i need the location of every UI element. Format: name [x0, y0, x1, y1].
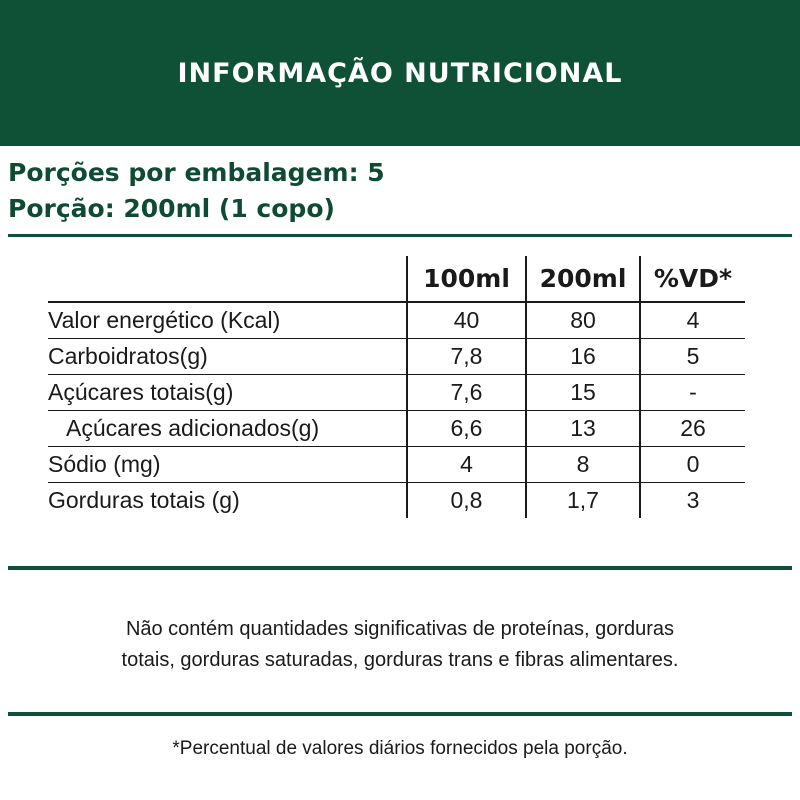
- empty-header-cell: [48, 256, 407, 303]
- row-label: Açúcares adicionados(g): [48, 410, 407, 447]
- col-header-200ml: 200ml: [525, 256, 640, 303]
- cell-value: 5: [639, 338, 745, 375]
- cell-value: -: [639, 374, 745, 411]
- table-row: Açúcares totais(g) 7,6 15 -: [48, 374, 745, 411]
- cell-value: 7,8: [406, 338, 526, 375]
- col-header-vd: %VD*: [639, 256, 745, 303]
- cell-value: 15: [525, 374, 640, 411]
- header-banner: INFORMAÇÃO NUTRICIONAL: [0, 0, 800, 146]
- portion-size: Porção: 200ml (1 copo): [8, 194, 335, 223]
- cell-value: 1,7: [525, 482, 640, 518]
- table-row: Carboidratos(g) 7,8 16 5: [48, 338, 745, 375]
- cell-value: 4: [406, 446, 526, 483]
- divider: [8, 566, 792, 570]
- footnote: *Percentual de valores diários fornecido…: [172, 738, 628, 759]
- cell-value: 0: [639, 446, 745, 483]
- note-line: Não contém quantidades significativas de…: [125, 618, 675, 640]
- cell-value: 0,8: [406, 482, 526, 518]
- cell-value: 3: [639, 482, 745, 518]
- table-row: Sódio (mg) 4 8 0: [48, 446, 745, 483]
- row-label: Sódio (mg): [48, 446, 407, 483]
- row-label: Gorduras totais (g): [48, 482, 407, 518]
- cell-value: 40: [406, 301, 526, 339]
- cell-value: 80: [525, 301, 640, 339]
- cell-value: 13: [525, 410, 640, 447]
- page-title: INFORMAÇÃO NUTRICIONAL: [177, 57, 623, 89]
- table-header-row: 100ml 200ml %VD*: [48, 256, 745, 303]
- divider: [8, 712, 792, 716]
- nutrition-table: 100ml 200ml %VD* Valor energético (Kcal)…: [48, 256, 745, 518]
- table-row: Valor energético (Kcal) 40 80 4: [48, 301, 745, 339]
- cell-value: 6,6: [406, 410, 526, 447]
- cell-value: 4: [639, 301, 745, 339]
- row-label: Carboidratos(g): [48, 338, 407, 375]
- row-label: Valor energético (Kcal): [48, 301, 407, 339]
- col-header-100ml: 100ml: [406, 256, 526, 303]
- table-row: Açúcares adicionados(g) 6,6 13 26: [48, 410, 745, 447]
- cell-value: 7,6: [406, 374, 526, 411]
- table-row: Gorduras totais (g) 0,8 1,7 3: [48, 482, 745, 518]
- cell-value: 8: [525, 446, 640, 483]
- servings-per-package: Porções por embalagem: 5: [8, 158, 385, 187]
- row-label: Açúcares totais(g): [48, 374, 407, 411]
- note-line: totais, gorduras saturadas, gorduras tra…: [121, 649, 679, 671]
- disclaimer-note: Não contém quantidades significativas de…: [0, 614, 800, 676]
- divider: [8, 234, 792, 237]
- cell-value: 26: [639, 410, 745, 447]
- cell-value: 16: [525, 338, 640, 375]
